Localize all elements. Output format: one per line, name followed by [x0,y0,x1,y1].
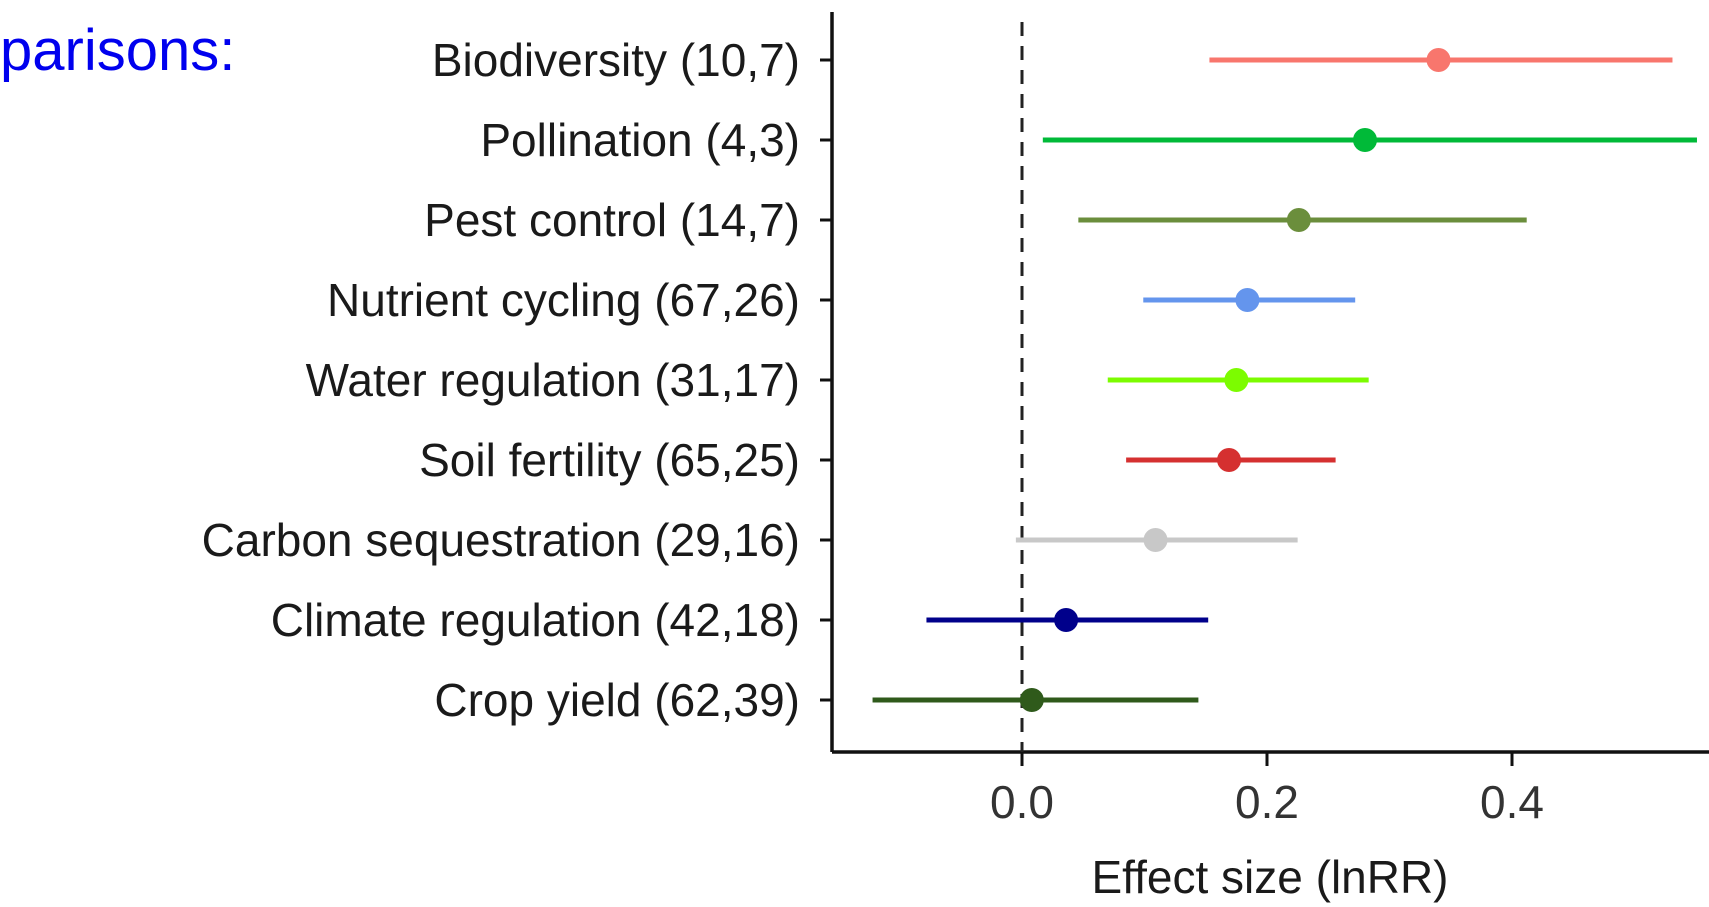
category-label: Nutrient cycling (67,26) [327,274,800,326]
effect-estimate-point [1353,128,1377,152]
category-label: Climate regulation (42,18) [271,594,800,646]
x-tick-label: 0.0 [990,776,1054,828]
effect-estimate-point [1019,688,1044,712]
x-axis-title: Effect size (lnRR) [1091,851,1448,903]
category-label: Carbon sequestration (29,16) [202,514,800,566]
forest-row: Pest control (14,7) [424,194,1527,246]
effect-estimate-point [1054,608,1079,632]
forest-row: Carbon sequestration (29,16) [202,514,1298,566]
category-label: Crop yield (62,39) [434,674,800,726]
axes [830,12,1709,754]
forest-row: Pollination (4,3) [480,114,1697,166]
forest-row: Biodiversity (10,7) [432,34,1673,86]
x-tick-label: 0.2 [1235,776,1299,828]
overlay-partial-text: parisons: [0,18,235,83]
effect-estimate-point [1235,288,1260,312]
effect-estimate-point [1224,368,1249,392]
category-label: Biodiversity (10,7) [432,34,800,86]
x-tick-label: 0.4 [1480,776,1544,828]
forest-row: Water regulation (31,17) [306,354,1369,406]
effect-estimate-point [1143,528,1168,552]
forest-row: Nutrient cycling (67,26) [327,274,1356,326]
forest-row: Crop yield (62,39) [434,674,1199,726]
category-label: Pest control (14,7) [424,194,800,246]
category-label: Soil fertility (65,25) [419,434,800,486]
forest-row: Soil fertility (65,25) [419,434,1336,486]
effect-estimate-point [1426,48,1451,72]
category-label: Pollination (4,3) [480,114,800,166]
effect-estimate-point [1286,208,1311,232]
forest-row: Climate regulation (42,18) [271,594,1209,646]
category-label: Water regulation (31,17) [306,354,800,406]
effect-estimate-point [1217,448,1242,472]
